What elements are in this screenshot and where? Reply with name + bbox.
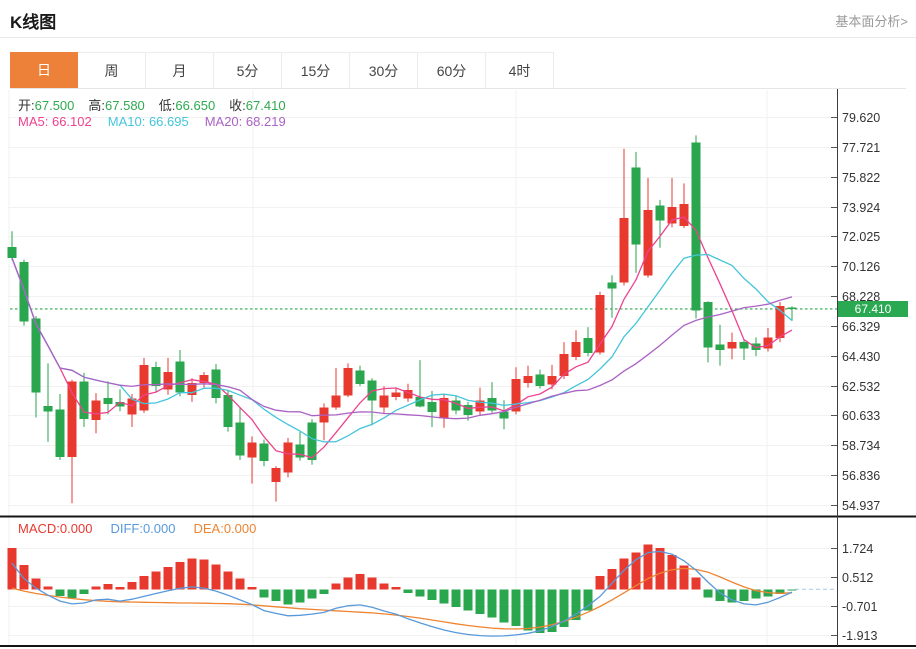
ma20-value: 68.219 <box>245 114 286 129</box>
macd-row: MACD:0.000 DIFF:0.000 DEA:0.000 <box>18 521 256 536</box>
svg-text:-1.913: -1.913 <box>842 629 877 643</box>
ma5-line <box>11 216 793 459</box>
open-value: 67.500 <box>34 98 75 113</box>
tab-day[interactable]: 日 <box>10 52 78 88</box>
high-label: 高: <box>88 98 106 113</box>
svg-text:58.734: 58.734 <box>842 439 880 453</box>
tab-30min[interactable]: 30分 <box>350 52 418 88</box>
ma-row: MA5: 66.102 MA10: 66.695 MA20: 68.219 <box>18 114 286 129</box>
diff-line <box>11 550 793 637</box>
dea-label: DEA: <box>193 521 224 536</box>
ohlc-row: 开:67.500 高:67.580 低:66.650 收:67.410 <box>18 95 286 114</box>
ma20-line <box>11 257 793 420</box>
header-divider <box>0 37 916 38</box>
open-label: 开: <box>18 98 35 113</box>
macd-bars-layer <box>7 544 797 634</box>
svg-text:64.430: 64.430 <box>842 350 880 364</box>
svg-text:1.724: 1.724 <box>842 542 873 556</box>
ma5-label: MA5: <box>18 114 49 129</box>
svg-text:73.924: 73.924 <box>842 201 880 215</box>
low-label: 低: <box>158 98 176 113</box>
tab-15min[interactable]: 15分 <box>282 52 350 88</box>
svg-text:-0.701: -0.701 <box>842 600 877 614</box>
ma5-value: 66.102 <box>51 114 92 129</box>
svg-text:72.025: 72.025 <box>842 230 880 244</box>
tab-5min[interactable]: 5分 <box>214 52 282 88</box>
svg-text:54.937: 54.937 <box>842 499 880 513</box>
tab-4hour[interactable]: 4时 <box>486 52 554 88</box>
page-title: K线图 <box>10 13 57 32</box>
macd-value: 0.000 <box>59 521 93 536</box>
svg-text:68.228: 68.228 <box>842 290 880 304</box>
macd-label: MACD: <box>18 521 60 536</box>
svg-text:0.512: 0.512 <box>842 571 873 585</box>
tab-week[interactable]: 周 <box>78 52 146 88</box>
ma10-label: MA10: <box>107 114 146 129</box>
svg-text:77.721: 77.721 <box>842 141 880 155</box>
tab-month[interactable]: 月 <box>146 52 214 88</box>
svg-text:56.836: 56.836 <box>842 469 880 483</box>
diff-label: DIFF: <box>110 521 143 536</box>
svg-text:66.329: 66.329 <box>842 320 880 334</box>
svg-text:75.822: 75.822 <box>842 171 880 185</box>
ma10-line <box>11 253 793 443</box>
grid-layer <box>8 90 837 646</box>
period-tabbar: 日 周 月 5分 15分 30分 60分 4时 <box>10 52 906 89</box>
svg-text:79.620: 79.620 <box>842 111 880 125</box>
low-value: 66.650 <box>175 98 216 113</box>
svg-text:60.633: 60.633 <box>842 409 880 423</box>
fundamental-analysis-link[interactable]: 基本面分析> <box>835 14 908 29</box>
close-value: 67.410 <box>245 98 286 113</box>
ma10-value: 66.695 <box>148 114 189 129</box>
dea-value: 0.000 <box>223 521 257 536</box>
svg-text:62.532: 62.532 <box>842 380 880 394</box>
tab-60min[interactable]: 60分 <box>418 52 486 88</box>
high-value: 67.580 <box>105 98 145 113</box>
axis-layer: 79.620 77.721 75.822 73.924 72.025 70.126 68.2… <box>0 89 916 647</box>
current-price-badge: 67.410 <box>838 301 908 317</box>
svg-text:70.126: 70.126 <box>842 260 880 274</box>
candles-layer <box>7 135 797 504</box>
ma20-label: MA20: <box>204 114 243 129</box>
close-label: 收: <box>229 98 246 113</box>
diff-value: 0.000 <box>142 521 176 536</box>
